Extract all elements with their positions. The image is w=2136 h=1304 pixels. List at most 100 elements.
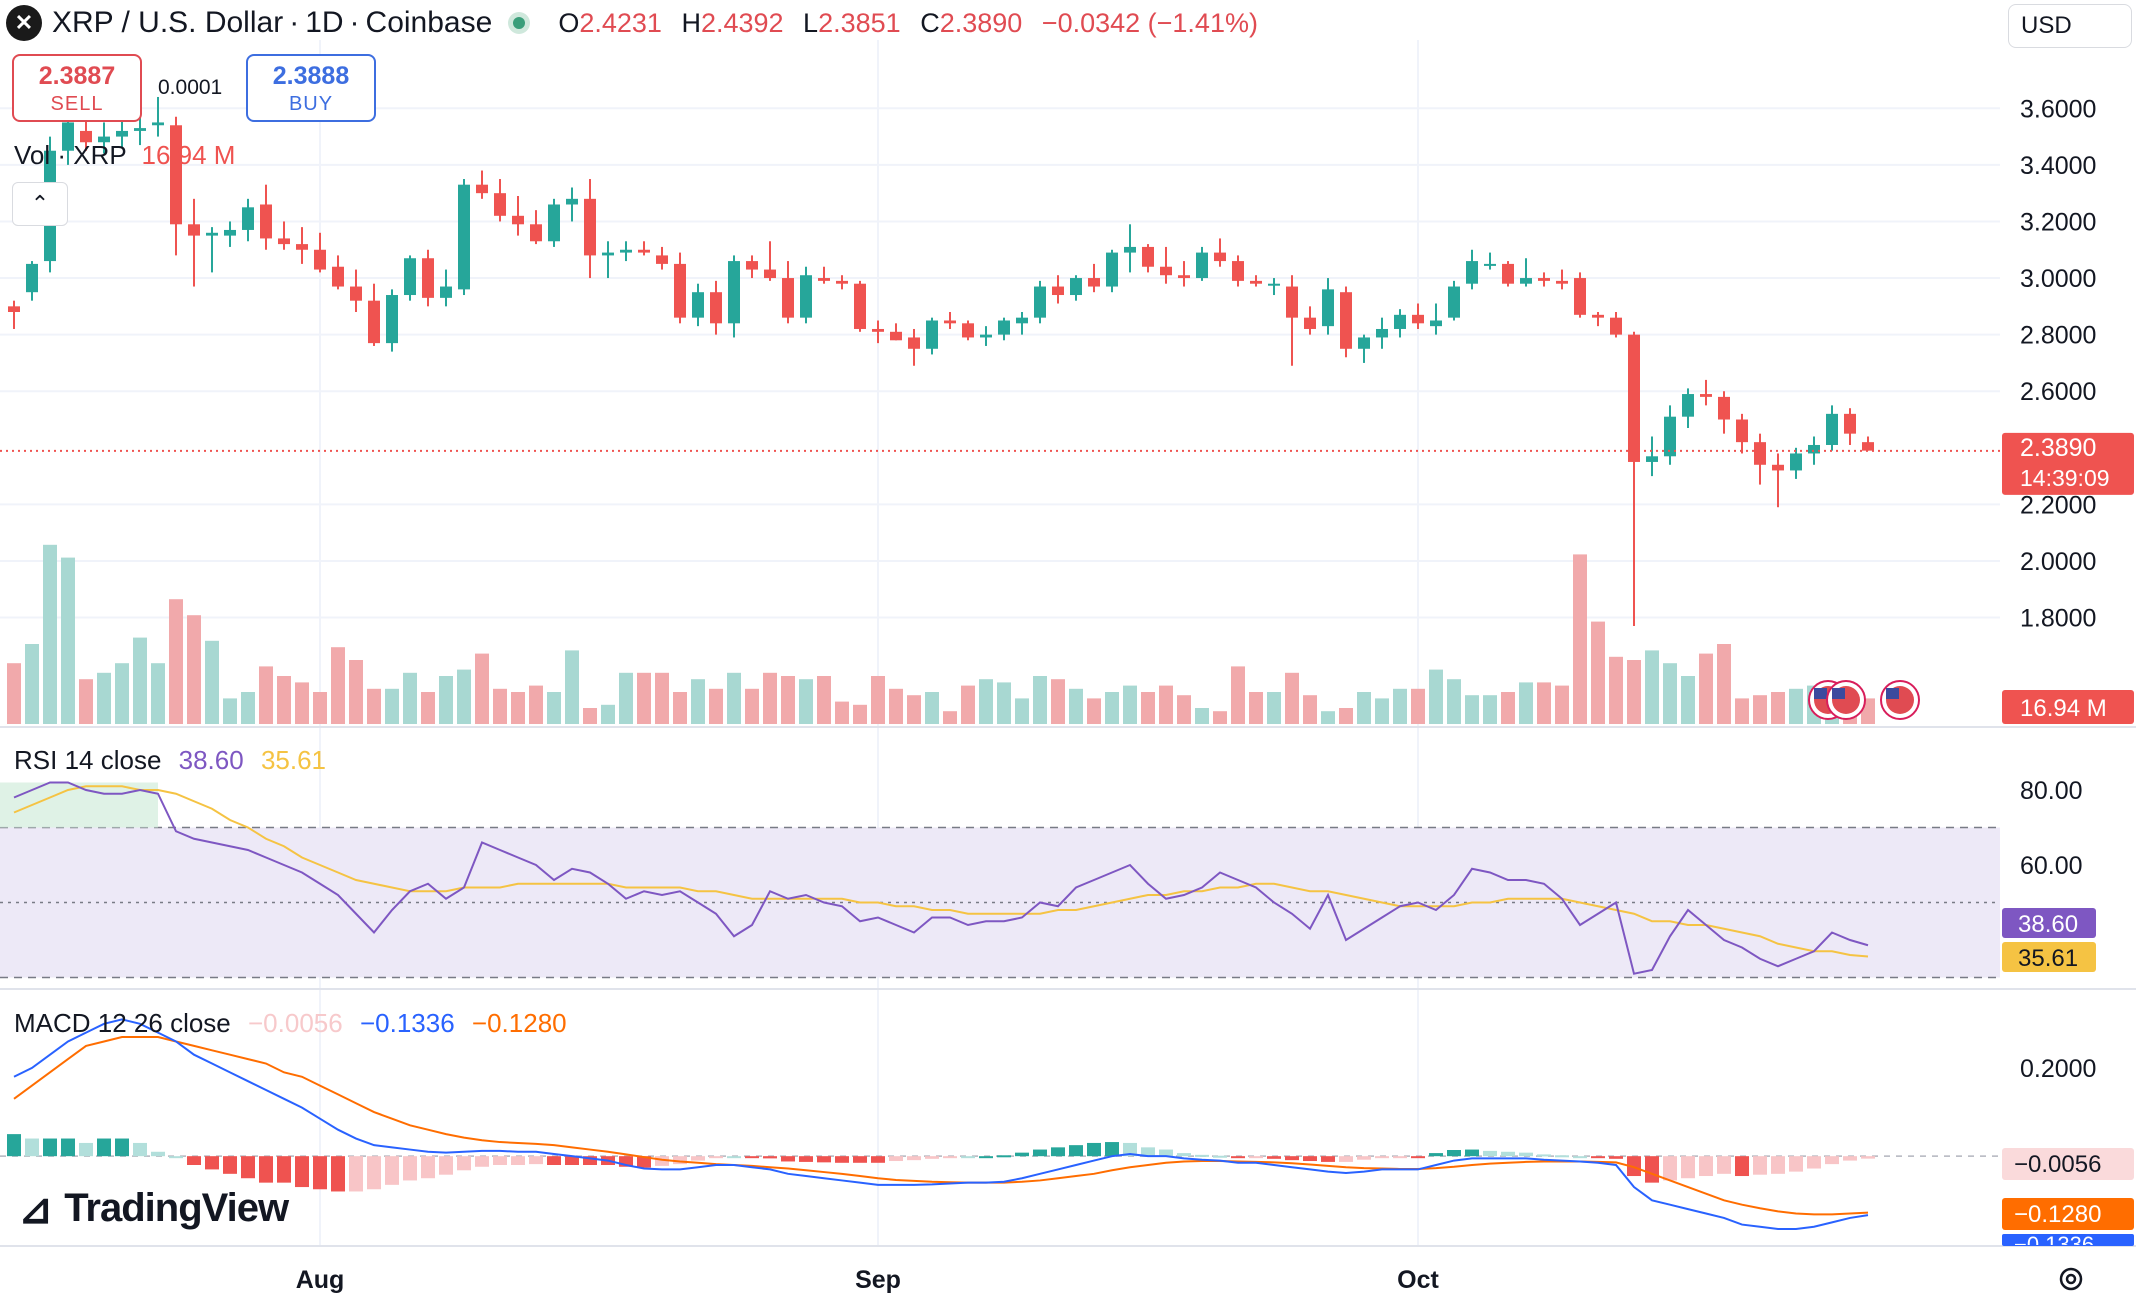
volume-bar [817, 676, 831, 724]
spread-value: 0.0001 [158, 76, 223, 99]
macd-histogram-bar [1123, 1142, 1137, 1157]
volume-bar [1411, 688, 1425, 724]
candle-body [1232, 261, 1244, 281]
candle-body [872, 328, 884, 332]
collapse-legend-button[interactable]: ⌃ [12, 182, 68, 226]
macd-hist-label: −0.0056 [2014, 1151, 2101, 1178]
candle-body [674, 263, 686, 318]
volume-bar [853, 704, 867, 724]
market-open-icon [508, 12, 531, 34]
volume-bar [1105, 692, 1119, 724]
macd-histogram-bar [1825, 1156, 1839, 1165]
volume-value-badge [2002, 690, 2134, 724]
candle-body [530, 224, 542, 242]
volume-bar [619, 672, 633, 724]
volume-bar [1213, 711, 1227, 724]
macd-histogram-bar [295, 1156, 309, 1188]
volume-legend[interactable]: Vol · XRP 16.94 M [14, 140, 236, 170]
macd-histogram-bar [1663, 1156, 1677, 1181]
macd-histogram-bar [1321, 1156, 1335, 1162]
tradingview-logo[interactable]: ⊿ TradingView [18, 1185, 289, 1232]
volume-bar [1465, 695, 1479, 724]
macd-histogram-bar [1501, 1151, 1515, 1157]
candle-body [512, 215, 524, 225]
candle-body [98, 136, 110, 143]
candle-body [1826, 413, 1838, 445]
macd-histogram-bar [925, 1156, 939, 1159]
candle-body [1214, 252, 1226, 262]
candle-body [1070, 278, 1082, 296]
macd-histogram-bar [1591, 1156, 1605, 1159]
volume-bar [691, 679, 705, 724]
volume-bar [1663, 663, 1677, 724]
open-value: 2.4231 [579, 7, 662, 38]
macd-histogram-bar [1555, 1155, 1569, 1158]
candle-body [584, 198, 596, 256]
macd-line-legend-value: −0.1336 [359, 1008, 455, 1038]
macd-line [13, 1018, 1869, 1230]
macd-histogram-bar [1771, 1156, 1785, 1174]
macd-histogram-bar [1429, 1153, 1443, 1157]
volume-bar [367, 688, 381, 724]
candle-body [1250, 280, 1262, 284]
volume-bar [493, 688, 507, 724]
volume-bar [565, 650, 579, 724]
volume-bar [349, 660, 363, 724]
candle-body [1484, 263, 1496, 266]
macd-histogram-bar [475, 1156, 489, 1167]
volume-bar [439, 676, 453, 724]
volume-bar [889, 688, 903, 724]
rsi-legend[interactable]: RSI 14 close 38.60 35.61 [14, 745, 327, 775]
volume-bar [1051, 679, 1065, 724]
symbol-header: ✕ XRP / U.S. Dollar · 1D · Coinbase O2.4… [0, 0, 1258, 46]
interval[interactable]: 1D [305, 6, 344, 39]
macd-histogram-bar [1357, 1156, 1371, 1160]
macd-histogram-bar [529, 1156, 543, 1165]
volume-bar [1231, 666, 1245, 724]
volume-bar [223, 698, 237, 724]
volume-bar [943, 711, 957, 724]
volume-bar [187, 615, 201, 724]
price-tick-label: 2.0000 [2020, 548, 2096, 576]
volume-bar [547, 692, 561, 724]
candle-body [1592, 314, 1604, 318]
candle-body [1340, 292, 1352, 349]
candle-body [1178, 275, 1190, 279]
macd-histogram-bar [1753, 1156, 1767, 1175]
macd-histogram-bar [1303, 1156, 1317, 1162]
symbol-title[interactable]: XRP / U.S. Dollar [52, 6, 284, 39]
flag-canton [1814, 688, 1827, 699]
macd-histogram-bar [943, 1156, 957, 1159]
exchange: Coinbase [365, 6, 493, 39]
candle-body [1142, 246, 1154, 267]
macd-histogram-bar [1807, 1156, 1821, 1169]
settings-gear-icon[interactable] [2054, 1262, 2088, 1296]
volume-bar [1519, 682, 1533, 724]
candle-body [332, 266, 344, 287]
low-value: 2.3851 [818, 7, 901, 38]
candle-body [170, 125, 182, 225]
candle-body [746, 261, 758, 270]
macd-histogram-bar [1285, 1156, 1299, 1161]
candle-body [1358, 337, 1370, 349]
candle-body [260, 204, 272, 239]
candle-body [548, 204, 560, 242]
rsi-line [13, 781, 1869, 975]
macd-histogram-bar [709, 1156, 723, 1159]
volume-bar [1195, 708, 1209, 724]
price-tick-label: 2.8000 [2020, 322, 2096, 350]
volume-bar [7, 663, 21, 724]
macd-legend[interactable]: MACD 12 26 close −0.0056 −0.1336 −0.1280 [14, 1008, 567, 1038]
volume-bar [1285, 672, 1299, 724]
macd-histogram-bar [241, 1156, 255, 1179]
candle-body [638, 249, 650, 253]
candle-body [350, 286, 362, 301]
sell-button[interactable]: 2.3887 SELL [12, 54, 142, 122]
currency-selector[interactable]: USD [2008, 4, 2132, 48]
candle-body [1286, 286, 1298, 318]
volume-bar [1537, 682, 1551, 724]
buy-button[interactable]: 2.3888 BUY [246, 54, 376, 122]
macd-histogram-bar [1717, 1156, 1731, 1174]
volume-bar [259, 666, 273, 724]
